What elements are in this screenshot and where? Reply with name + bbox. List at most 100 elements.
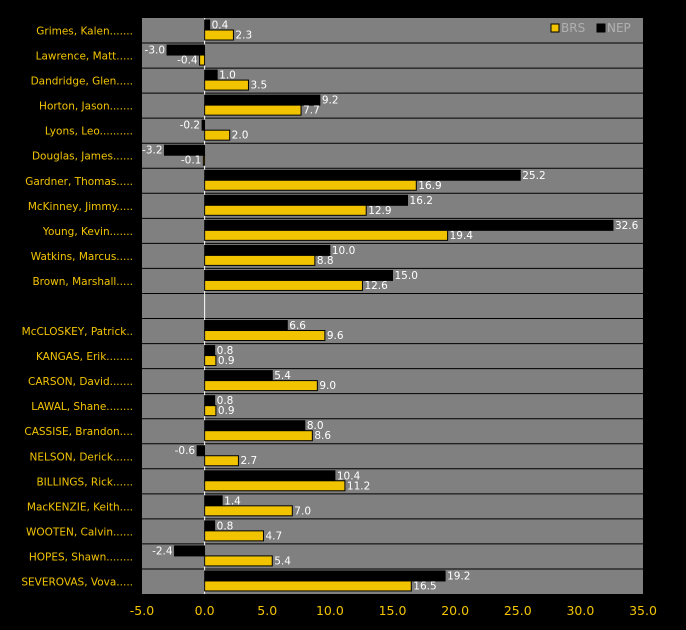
brs-value-label: 2.3 — [235, 30, 252, 42]
brs-bar — [204, 555, 273, 567]
brs-bar — [204, 330, 326, 342]
brs-bar — [204, 229, 449, 241]
nep-bar — [204, 19, 211, 31]
nep-value-label: -2.4 — [152, 545, 173, 557]
nep-bar — [204, 244, 331, 256]
nep-value-label: 10.0 — [332, 245, 355, 257]
brs-value-label: 16.5 — [413, 580, 436, 592]
x-tick-label: -5.0 — [130, 603, 154, 618]
nep-value-label: 16.2 — [410, 195, 433, 207]
category-label: SEVEROVAS, Vova..... — [21, 576, 133, 588]
nep-value-label: -0.6 — [175, 445, 196, 457]
brs-bar — [204, 279, 363, 291]
nep-bar — [204, 219, 614, 231]
brs-value-label: 19.4 — [450, 230, 474, 242]
nep-bar — [204, 570, 446, 582]
category-label: BILLINGS, Rick...... — [36, 476, 133, 488]
brs-value-label: 2.0 — [232, 130, 249, 142]
nep-value-label: 9.2 — [322, 95, 339, 107]
x-tick-label: 30.0 — [566, 603, 594, 618]
nep-value-label: 1.4 — [224, 495, 241, 507]
category-label: Lyons, Leo.......... — [45, 126, 133, 138]
brs-bar — [204, 179, 417, 191]
brs-value-label: 8.8 — [317, 255, 334, 267]
x-tick-label: 25.0 — [504, 603, 532, 618]
brs-bar — [204, 29, 234, 41]
category-label: HOPES, Shawn........ — [29, 551, 133, 563]
nep-value-label: 6.6 — [289, 320, 306, 332]
brs-value-label: 2.7 — [240, 455, 257, 467]
brs-value-label: 4.7 — [265, 530, 282, 542]
nep-value-label: 10.4 — [337, 470, 361, 482]
brs-value-label: 7.0 — [294, 505, 311, 517]
nep-value-label: 8.0 — [307, 420, 324, 432]
nep-bar — [174, 545, 206, 557]
category-label: CARSON, David....... — [28, 376, 133, 388]
nep-bar — [201, 119, 206, 131]
nep-bar — [204, 395, 216, 407]
brs-value-label: 11.2 — [347, 480, 370, 492]
category-label: Young, Kevin....... — [42, 226, 133, 238]
nep-value-label: -3.0 — [145, 45, 166, 57]
category-label: Watkins, Marcus..... — [31, 251, 133, 263]
nep-value-label: 0.8 — [217, 395, 234, 407]
nep-bar — [204, 520, 216, 532]
brs-value-label: 3.5 — [250, 80, 267, 92]
nep-bar — [204, 320, 288, 332]
brs-bar — [202, 154, 206, 166]
category-label: Dandridge, Glen..... — [31, 76, 133, 88]
x-tick-label: 10.0 — [316, 603, 344, 618]
brs-value-label: 12.9 — [368, 205, 391, 217]
category-label: Douglas, James...... — [32, 151, 133, 163]
brs-value-label: 0.9 — [218, 405, 235, 417]
legend-swatch-nep — [596, 23, 606, 33]
nep-value-label: 19.2 — [447, 570, 470, 582]
brs-value-label: -0.4 — [177, 55, 198, 67]
nep-value-label: -0.2 — [180, 120, 201, 132]
nep-bar — [204, 194, 409, 206]
brs-bar — [204, 129, 231, 141]
brs-bar — [204, 79, 249, 91]
category-label: Brown, Marshall..... — [32, 276, 133, 288]
nep-value-label: -3.2 — [142, 145, 163, 157]
nep-bar — [204, 370, 273, 382]
nep-bar — [204, 420, 306, 432]
brs-bar — [204, 430, 313, 442]
legend-label-nep: NEP — [607, 21, 631, 35]
nep-bar — [204, 94, 321, 106]
brs-bar — [204, 204, 367, 216]
brs-value-label: 9.0 — [319, 380, 336, 392]
nep-bar — [204, 495, 223, 507]
brs-bar — [199, 54, 206, 66]
brs-bar — [204, 380, 318, 392]
nep-bar — [196, 445, 206, 457]
brs-bar — [204, 580, 412, 592]
brs-value-label: -0.1 — [181, 155, 202, 167]
brs-bar — [204, 530, 264, 542]
brs-value-label: 12.6 — [364, 280, 388, 292]
x-tick-label: 35.0 — [629, 603, 657, 618]
x-tick-label: 15.0 — [379, 603, 407, 618]
brs-bar — [204, 480, 346, 492]
nep-bar — [164, 144, 206, 156]
nep-bar — [204, 470, 336, 482]
brs-value-label: 7.7 — [303, 105, 320, 117]
brs-value-label: 8.6 — [314, 430, 331, 442]
legend-swatch-brs — [550, 23, 560, 33]
nep-value-label: 5.4 — [274, 370, 291, 382]
category-label: Horton, Jason....... — [39, 101, 133, 113]
nep-bar — [204, 345, 216, 357]
brs-value-label: 16.9 — [418, 180, 441, 192]
nep-bar — [204, 269, 393, 281]
nep-value-label: 0.4 — [212, 20, 229, 32]
nep-value-label: 0.8 — [217, 520, 234, 532]
brs-bar — [204, 254, 316, 266]
category-label: NELSON, Derick...... — [30, 451, 133, 463]
brs-bar — [204, 405, 217, 417]
x-tick-label: 20.0 — [441, 603, 469, 618]
category-label: WOOTEN, Calvin...... — [26, 526, 133, 538]
brs-value-label: 0.9 — [218, 355, 235, 367]
nep-value-label: 0.8 — [217, 345, 234, 357]
nep-bar — [166, 44, 206, 56]
